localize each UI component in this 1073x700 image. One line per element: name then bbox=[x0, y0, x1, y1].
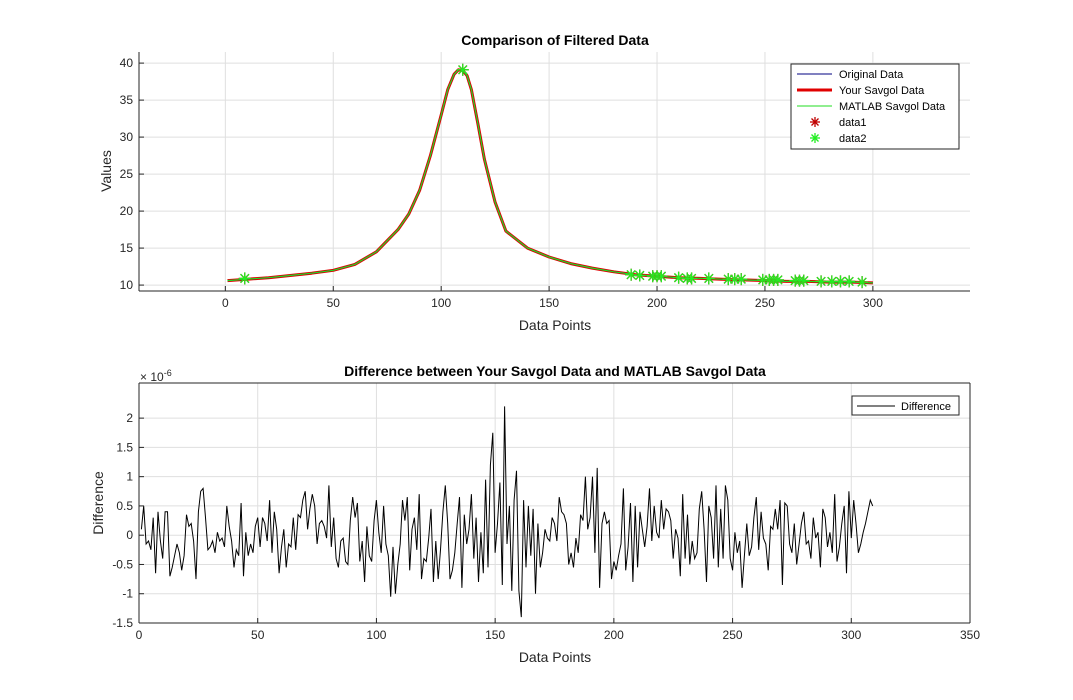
data2-marker bbox=[856, 276, 869, 289]
legend-star-data1 bbox=[810, 117, 820, 127]
x-tick-label: 100 bbox=[366, 628, 386, 642]
series-line-difference bbox=[140, 406, 874, 618]
data2-marker bbox=[815, 275, 828, 288]
x-tick-label: 350 bbox=[960, 628, 980, 642]
x-tick-label: 300 bbox=[841, 628, 861, 642]
x-tick-label: 50 bbox=[251, 628, 265, 642]
y-axis-label: Difference bbox=[90, 471, 106, 535]
y-exponent-label: × 10-6 bbox=[140, 368, 172, 384]
legend-entry-data2: data2 bbox=[839, 133, 867, 145]
data2-marker bbox=[771, 273, 784, 286]
y-tick-label: 20 bbox=[120, 204, 134, 218]
series-lines bbox=[140, 406, 874, 618]
x-tick-label: 250 bbox=[723, 628, 743, 642]
data2-marker bbox=[456, 63, 469, 76]
y-tick-label: 1 bbox=[126, 470, 133, 484]
legend-entry-original-data: Original Data bbox=[839, 69, 904, 81]
y-tick-label: 15 bbox=[120, 241, 134, 255]
series-markers bbox=[238, 63, 869, 289]
x-tick-label: 250 bbox=[755, 296, 775, 310]
legend-entry-matlab-savgol-data: MATLAB Savgol Data bbox=[839, 101, 946, 113]
data2-marker bbox=[797, 274, 810, 287]
x-ticks: 0 50 100 150 200 250 300 350 bbox=[136, 618, 980, 642]
y-tick-label: 2 bbox=[126, 411, 133, 425]
legend: Difference bbox=[851, 395, 960, 416]
data2-marker bbox=[702, 272, 715, 285]
legend-entry-difference: Difference bbox=[901, 401, 951, 413]
y-tick-label: 0.5 bbox=[116, 499, 133, 513]
x-tick-label: 0 bbox=[136, 628, 143, 642]
legend-swatch-data2 bbox=[810, 133, 820, 143]
y-tick-label: 35 bbox=[120, 93, 134, 107]
y-tick-label: -1 bbox=[122, 587, 133, 601]
comparison-plot: 0 50 100 150 200 250 300 10 15 20 25 30 35 40 Compar… bbox=[98, 32, 970, 333]
data2-marker bbox=[735, 273, 748, 286]
chart-title: Comparison of Filtered Data bbox=[461, 32, 649, 48]
x-tick-label: 100 bbox=[431, 296, 451, 310]
y-tick-label: 1.5 bbox=[116, 440, 133, 454]
legend-swatch-data1 bbox=[810, 117, 820, 127]
y-tick-label: 30 bbox=[120, 130, 134, 144]
legend-entry-your-savgol-data: Your Savgol Data bbox=[839, 85, 925, 97]
y-axis-label: Values bbox=[98, 150, 114, 192]
legend-star-data2 bbox=[810, 133, 820, 143]
x-axis-label: Data Points bbox=[519, 649, 591, 665]
y-tick-label: 25 bbox=[120, 167, 134, 181]
x-tick-label: 300 bbox=[863, 296, 883, 310]
data2-marker bbox=[625, 268, 638, 281]
x-tick-label: 200 bbox=[604, 628, 624, 642]
x-tick-label: 150 bbox=[485, 628, 505, 642]
data2-marker bbox=[843, 275, 856, 288]
grid bbox=[139, 52, 970, 291]
y-tick-label: 40 bbox=[120, 56, 134, 70]
difference-plot: 0 50 100 150 200 250 300 350 -1.5 -1 -0.5 0 0.5 1 1.5… bbox=[90, 363, 980, 665]
y-tick-label: 10 bbox=[120, 278, 134, 292]
y-ticks: 10 15 20 25 30 35 40 bbox=[120, 56, 144, 292]
x-tick-label: 50 bbox=[327, 296, 341, 310]
y-ticks: -1.5 -1 -0.5 0 0.5 1 1.5 2 bbox=[112, 411, 144, 630]
x-axis-label: Data Points bbox=[519, 317, 591, 333]
data2-marker bbox=[655, 270, 668, 283]
data2-marker bbox=[633, 269, 646, 282]
legend-box bbox=[851, 395, 960, 416]
data2-marker bbox=[672, 271, 685, 284]
y-tick-label: -0.5 bbox=[112, 557, 133, 571]
legend: Original Data Your Savgol Data MATLAB Sa… bbox=[790, 63, 960, 150]
x-tick-label: 200 bbox=[647, 296, 667, 310]
chart-title: Difference between Your Savgol Data and … bbox=[344, 363, 766, 379]
plot-background bbox=[139, 383, 970, 623]
legend-entry-data1: data1 bbox=[839, 117, 867, 129]
data2-marker bbox=[685, 272, 698, 285]
x-tick-label: 150 bbox=[539, 296, 559, 310]
y-tick-label: -1.5 bbox=[112, 616, 133, 630]
y-tick-label: 0 bbox=[126, 528, 133, 542]
x-ticks: 0 50 100 150 200 250 300 bbox=[222, 286, 883, 310]
x-tick-label: 0 bbox=[222, 296, 229, 310]
data2-marker bbox=[238, 272, 251, 285]
